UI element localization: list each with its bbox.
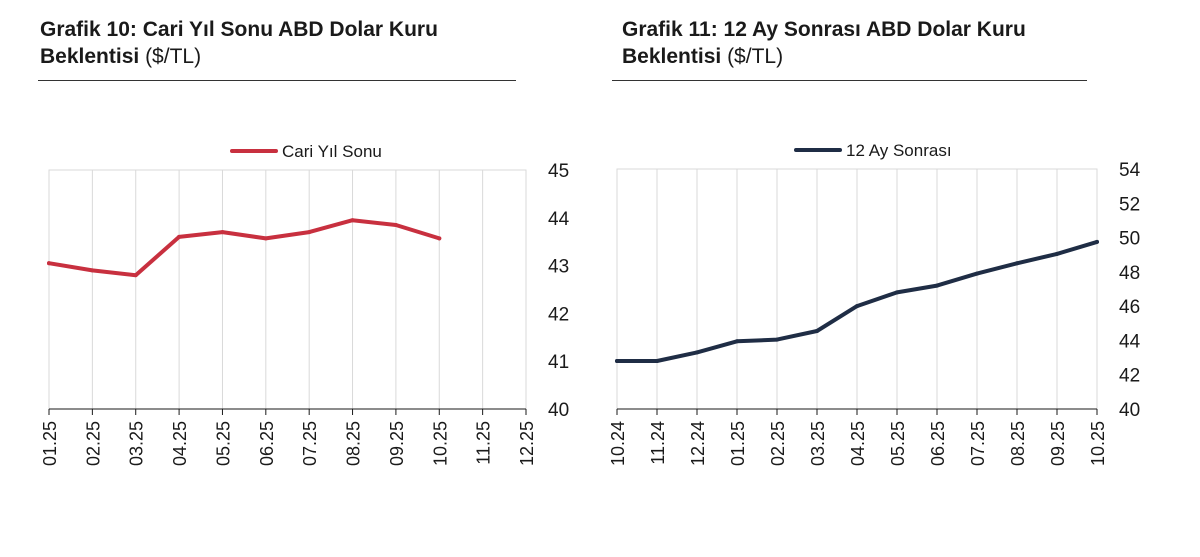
y-tick-label: 41 [548,352,569,373]
legend-label: 12 Ay Sonrası [846,141,952,160]
data-point [307,230,312,235]
legend-label: Cari Yıl Sonu [282,142,382,161]
x-tick-label: 09.25 [1048,421,1068,466]
chart-title: Grafik 11: 12 Ay Sonrası ABD Dolar Kuru … [622,16,1026,70]
chart-title-unit: ($/TL) [145,45,202,68]
chart-title: Grafik 10: Cari Yıl Sonu ABD Dolar Kuru … [40,16,438,70]
x-tick-label: 10.25 [430,421,450,466]
chart-title-line2: Beklentisi [40,45,140,68]
y-tick-label: 46 [1119,297,1140,318]
plot-area-frame [48,169,527,410]
title-rule [38,80,516,81]
x-tick-label: 04.25 [170,421,190,466]
title-rule [612,80,1087,81]
data-point [47,261,51,266]
x-tick-label: 11.25 [474,421,494,465]
x-tick-label: 03.25 [808,421,828,466]
x-tick-label: 07.25 [968,421,988,466]
data-point [177,234,182,239]
line-chart-12-ay-sonrasi: 10.24 11.24 12.24 01.25 02.25 03.25 04.25 05.25… [608,141,1141,466]
x-tick-label: 12.25 [517,421,537,466]
data-point [735,339,739,344]
y-tick-label: 43 [548,257,569,278]
line-chart-cari-yil-sonu: 01.25 02.25 03.25 04.25 05.25 06.25 07.25 08.25… [40,142,570,466]
chart-title-line2: Beklentisi [622,45,722,68]
data-point [695,350,699,355]
x-tick-label: 10.25 [1088,421,1108,466]
chart-title-unit: ($/TL) [727,45,784,68]
data-point [90,268,95,273]
data-point [393,222,398,227]
y-tick-label: 44 [1119,331,1141,352]
x-tick-label: 05.25 [888,421,908,466]
x-tick-label: 12.24 [688,421,708,466]
data-point [1015,261,1019,266]
data-point [815,329,819,333]
data-point [655,359,659,363]
y-tick-label: 54 [1119,160,1141,181]
x-tick-label: 02.25 [768,421,788,466]
data-point [935,283,939,288]
data-point [1055,251,1059,256]
y-tick-label: 48 [1119,263,1140,284]
x-tick-label: 08.25 [344,421,364,466]
series-line [47,218,442,278]
x-tick-label: 10.24 [608,421,628,466]
x-tick-label: 05.25 [213,421,233,466]
data-point [1095,239,1099,244]
chart-title-line1: Grafik 10: Cari Yıl Sonu ABD Dolar Kuru [40,18,438,41]
y-tick-label: 52 [1119,194,1140,215]
data-point [133,273,138,278]
data-point [975,271,979,276]
data-point [220,230,225,235]
chart-title-line1: Grafik 11: 12 Ay Sonrası ABD Dolar Kuru [622,18,1026,41]
x-tick-label: 09.25 [387,421,407,466]
y-tick-label: 44 [548,209,570,230]
y-tick-label: 40 [1119,400,1140,421]
y-tick-label: 40 [548,400,569,421]
data-point [855,304,859,309]
x-tick-label: 06.25 [928,421,948,466]
x-tick-label: 07.25 [300,421,320,466]
x-tick-label: 08.25 [1008,421,1028,466]
x-tick-label: 06.25 [257,421,277,466]
data-point [775,337,779,342]
y-tick-label: 42 [1119,366,1140,387]
data-point [350,218,355,223]
x-tick-label: 02.25 [83,421,103,466]
data-point [895,290,899,295]
data-point [615,359,619,363]
data-point [437,236,442,241]
x-tick-label: 03.25 [127,421,147,466]
y-tick-label: 45 [548,161,569,182]
x-tick-label: 11.24 [648,421,668,465]
y-tick-label: 42 [548,304,569,325]
x-tick-label: 01.25 [728,421,748,466]
x-tick-label: 04.25 [848,421,868,466]
x-tick-label: 01.25 [40,421,60,466]
data-point [263,236,268,241]
y-tick-label: 50 [1119,229,1140,250]
